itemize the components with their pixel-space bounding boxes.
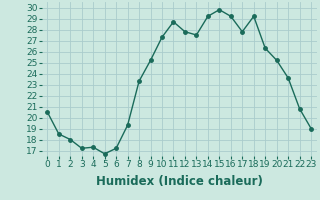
X-axis label: Humidex (Indice chaleur): Humidex (Indice chaleur) [96, 175, 263, 188]
